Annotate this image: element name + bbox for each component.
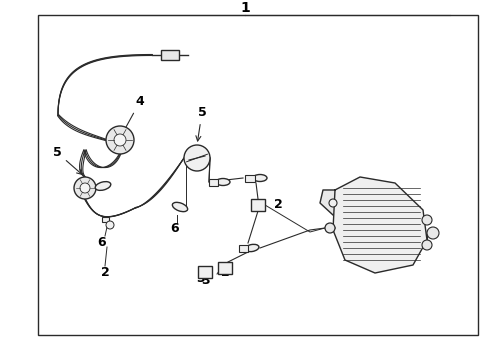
Circle shape [184, 145, 210, 171]
Text: 2: 2 [100, 266, 109, 279]
Bar [251, 199, 265, 211]
Bar [245, 175, 255, 181]
Text: 4: 4 [122, 95, 145, 135]
Circle shape [422, 240, 432, 250]
Bar [161, 50, 179, 60]
Text: 6: 6 [171, 222, 179, 235]
Ellipse shape [172, 202, 188, 212]
Ellipse shape [253, 175, 267, 181]
Polygon shape [320, 190, 335, 215]
Bar [239, 244, 247, 252]
Circle shape [74, 177, 96, 199]
Bar [38, 15, 478, 335]
Text: 2: 2 [273, 198, 282, 211]
Circle shape [106, 126, 134, 154]
Text: 2: 2 [220, 266, 229, 279]
Circle shape [114, 134, 126, 146]
Circle shape [329, 199, 337, 207]
Bar [198, 266, 212, 278]
Ellipse shape [245, 244, 259, 252]
Circle shape [422, 215, 432, 225]
Text: 6: 6 [98, 235, 106, 248]
Circle shape [325, 223, 335, 233]
Circle shape [80, 183, 90, 193]
Polygon shape [333, 177, 427, 273]
Text: 3: 3 [201, 274, 209, 287]
Ellipse shape [216, 179, 230, 185]
Circle shape [106, 221, 114, 229]
Bar [209, 179, 218, 185]
Bar [218, 262, 232, 274]
Bar [101, 216, 108, 221]
Text: 3: 3 [196, 271, 204, 284]
Text: 5: 5 [52, 146, 82, 174]
Circle shape [427, 227, 439, 239]
Text: 5: 5 [196, 106, 206, 141]
Ellipse shape [95, 181, 111, 190]
Text: 1: 1 [240, 1, 250, 15]
